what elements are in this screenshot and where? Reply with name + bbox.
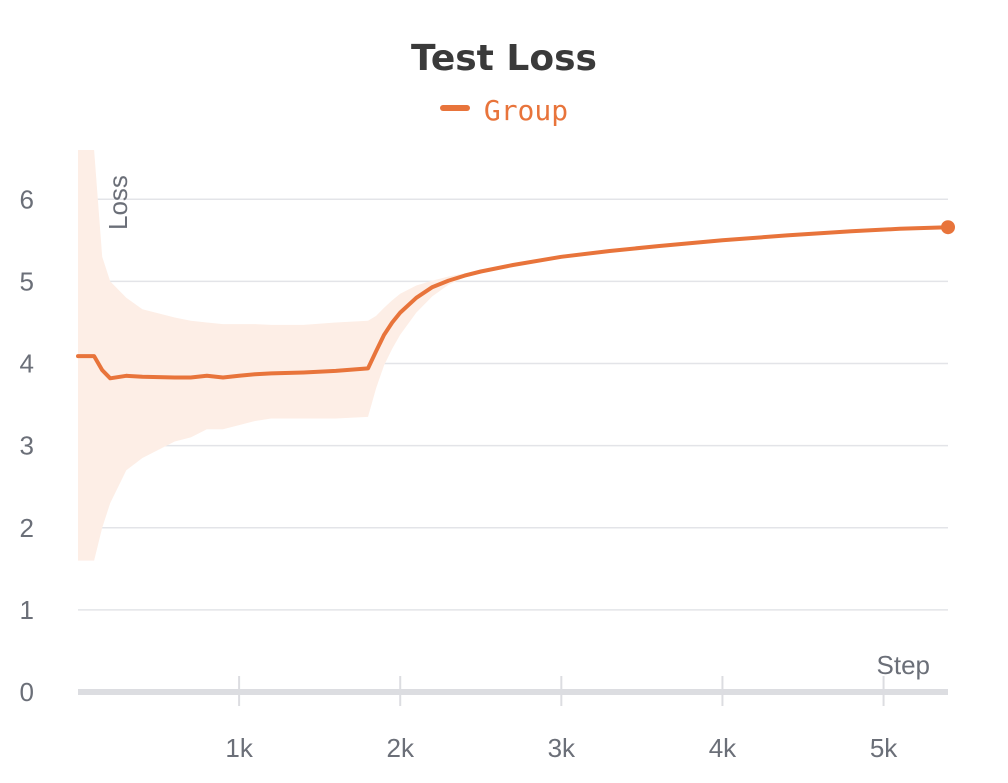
x-tick-labels: 1k 2k 3k 4k 5k (225, 733, 898, 763)
y-tick-label: 6 (20, 184, 34, 214)
x-tick-label: 5k (870, 733, 898, 763)
x-axis (78, 676, 948, 706)
x-tick-label: 2k (386, 733, 414, 763)
y-tick-label: 2 (20, 513, 34, 543)
group-end-point (941, 220, 955, 234)
x-tick-label: 1k (225, 733, 253, 763)
y-tick-label: 3 (20, 431, 34, 461)
confidence-band-layer (78, 150, 948, 561)
y-tick-label: 0 (20, 677, 34, 707)
x-tick-label: 3k (548, 733, 576, 763)
group-confidence-band (78, 150, 948, 561)
y-tick-label: 4 (20, 349, 34, 379)
y-tick-label: 5 (20, 266, 34, 296)
y-tick-label: 1 (20, 595, 34, 625)
x-axis-title: Step (877, 650, 931, 680)
x-tick-label: 4k (709, 733, 737, 763)
y-tick-labels: 0 1 2 3 4 5 6 (20, 184, 34, 707)
y-axis-title: Loss (103, 175, 133, 230)
